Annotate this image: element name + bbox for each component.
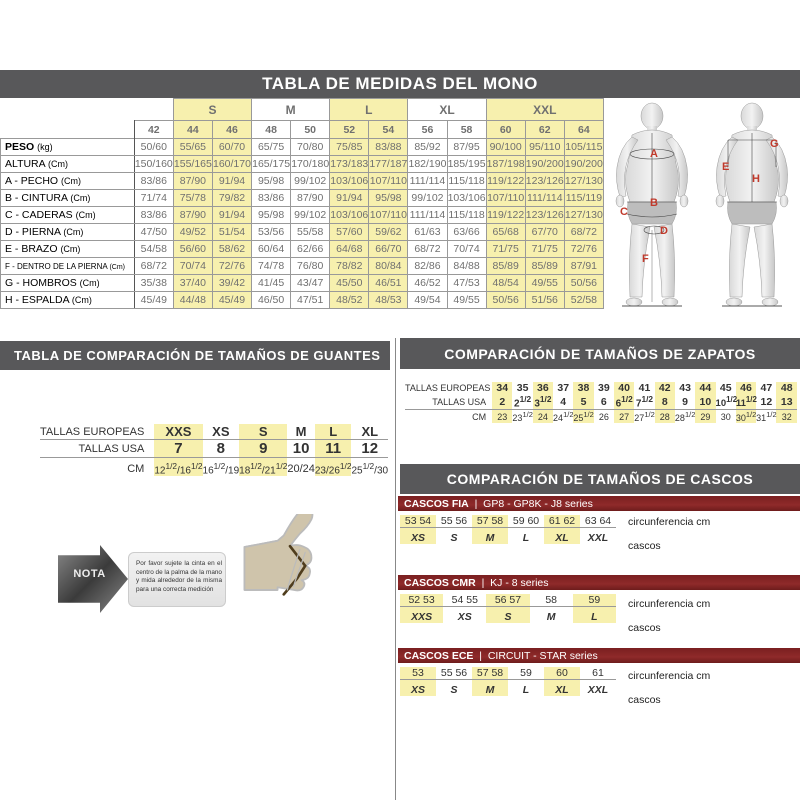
svg-text:C: C bbox=[620, 206, 628, 218]
svg-text:D: D bbox=[660, 225, 668, 237]
svg-text:B: B bbox=[650, 197, 658, 209]
svg-text:H: H bbox=[752, 173, 760, 185]
svg-text:G: G bbox=[770, 138, 779, 150]
svg-text:A: A bbox=[650, 148, 658, 160]
svg-text:F: F bbox=[642, 253, 649, 265]
svg-text:E: E bbox=[722, 161, 729, 173]
